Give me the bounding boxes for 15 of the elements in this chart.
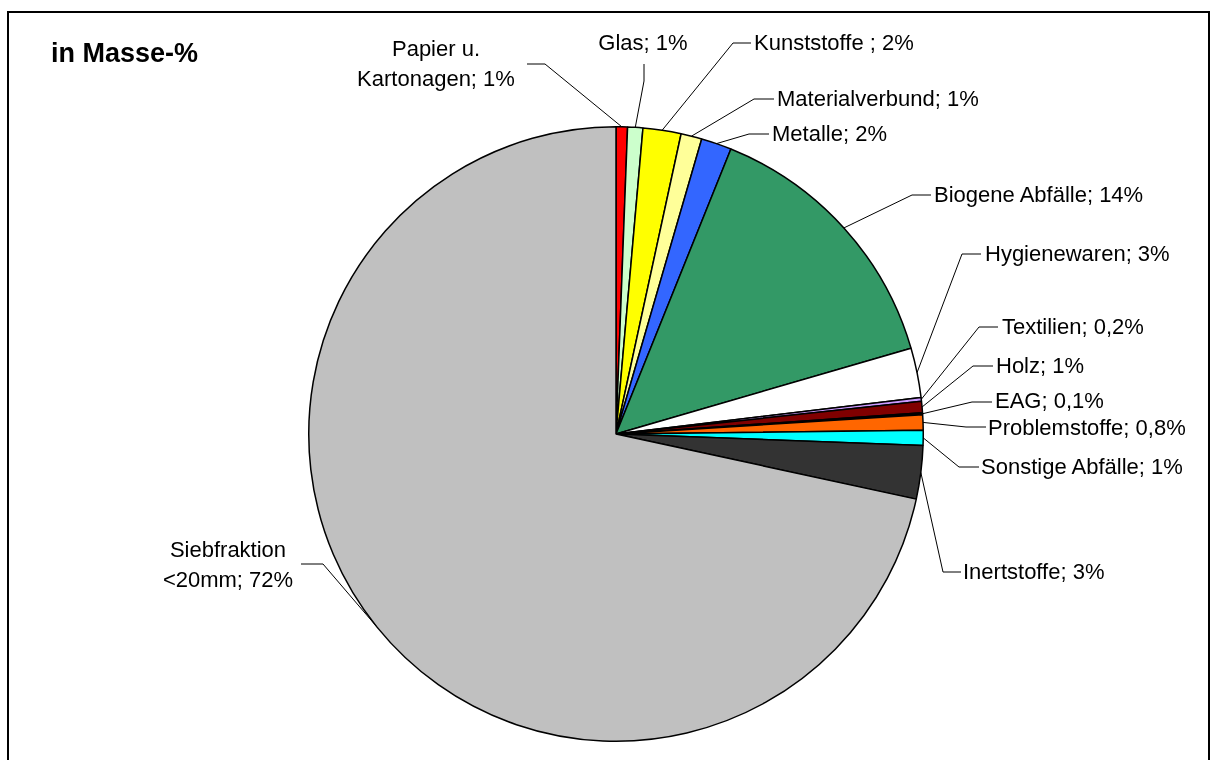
slice-label: EAG; 0,1% <box>995 387 1104 415</box>
slice-label: Inertstoffe; 3% <box>963 558 1105 586</box>
slice-label: Hygienewaren; 3% <box>985 240 1170 268</box>
slice-label: Sonstige Abfälle; 1% <box>981 453 1183 481</box>
slice-label: Materialverbund; 1% <box>777 85 979 113</box>
slice-label: Textilien; 0,2% <box>1002 313 1144 341</box>
slice-label: Metalle; 2% <box>772 120 887 148</box>
slice-label: Kunststoffe ; 2% <box>754 29 914 57</box>
slice-label: Glas; 1% <box>598 29 688 57</box>
slice-label: Papier u. Kartonagen; 1% <box>356 35 516 93</box>
slice-label: Holz; 1% <box>996 352 1085 380</box>
slice-label: Siebfraktion <20mm; 72% <box>161 536 295 594</box>
chart-title: in Masse-% <box>51 38 199 68</box>
slice-label: Problemstoffe; 0,8% <box>988 414 1186 442</box>
slice-label: Biogene Abfälle; 14% <box>934 181 1144 209</box>
